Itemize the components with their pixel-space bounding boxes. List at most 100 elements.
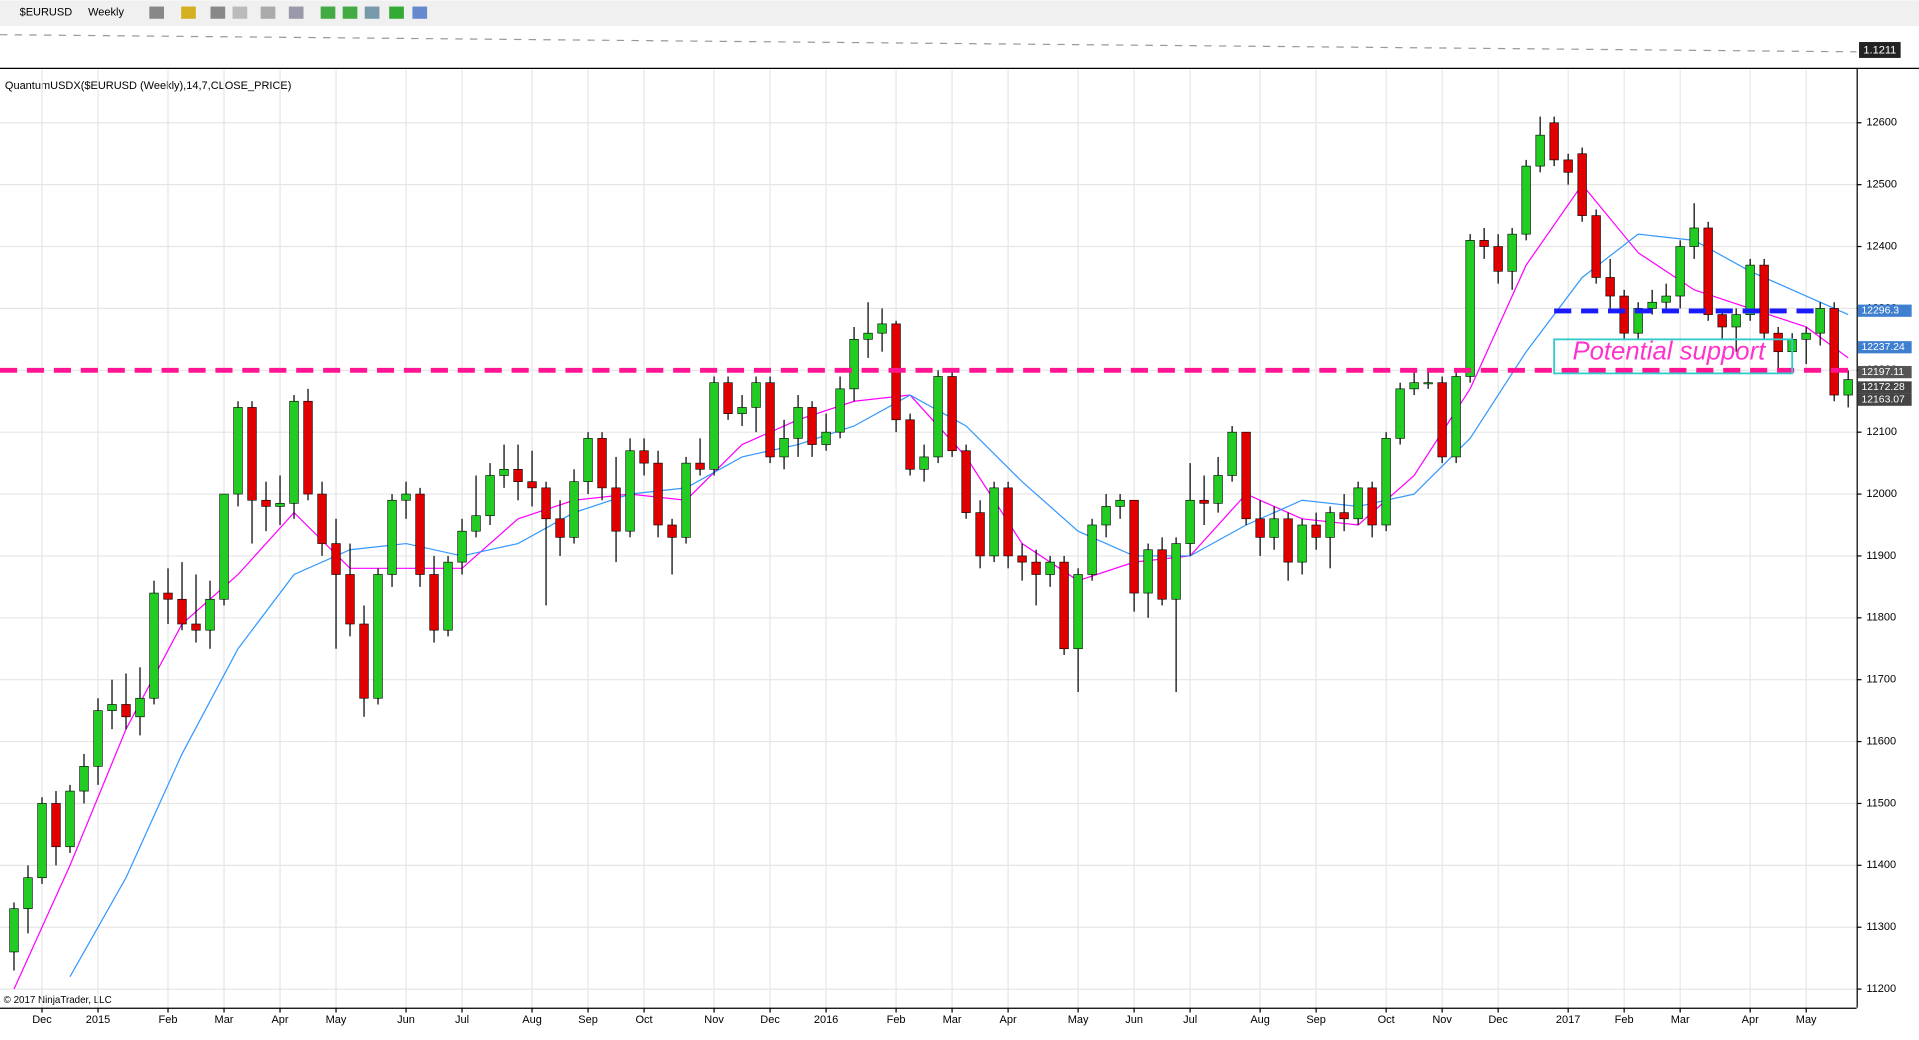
candle-body bbox=[583, 438, 593, 482]
candle-body bbox=[1157, 549, 1167, 600]
candle-body bbox=[1395, 388, 1405, 439]
indicator-label: QuantumUSDX($EURUSD (Weekly),14,7,CLOSE_… bbox=[5, 80, 292, 92]
candle-body bbox=[1437, 382, 1447, 458]
candle-body bbox=[37, 803, 47, 879]
candle-body bbox=[303, 400, 313, 495]
interval[interactable]: Weekly bbox=[88, 7, 124, 19]
x-tick-label: 2015 bbox=[86, 1014, 110, 1026]
candle-body bbox=[723, 382, 733, 414]
x-tick-label: May bbox=[326, 1014, 347, 1026]
grid bbox=[0, 70, 1857, 1008]
candle-body bbox=[877, 323, 887, 334]
x-tick-label: Jul bbox=[455, 1014, 469, 1026]
candle-body bbox=[793, 407, 803, 439]
price-label-box bbox=[1857, 341, 1912, 354]
candle-body bbox=[373, 574, 383, 699]
y-tick-label: 12000 bbox=[1866, 488, 1897, 500]
icon[interactable] bbox=[181, 6, 196, 19]
candle-body bbox=[1815, 308, 1825, 334]
icon[interactable] bbox=[342, 6, 358, 19]
mini-chart bbox=[0, 34, 1857, 53]
candle-body bbox=[625, 450, 635, 532]
candle-body bbox=[1353, 487, 1363, 520]
icon[interactable] bbox=[288, 6, 304, 19]
y-tick-label: 11300 bbox=[1866, 921, 1896, 933]
candle-body bbox=[1381, 438, 1391, 526]
icon[interactable] bbox=[412, 6, 428, 19]
candle-body bbox=[219, 493, 229, 600]
candle-body bbox=[1045, 561, 1055, 575]
candle-body bbox=[1451, 376, 1461, 458]
x-tick-label: Nov bbox=[1432, 1014, 1452, 1026]
moving-average bbox=[69, 233, 1849, 978]
x-tick-label: 2017 bbox=[1556, 1014, 1580, 1026]
icon[interactable] bbox=[320, 6, 336, 19]
candle-body bbox=[765, 382, 775, 458]
candle-body bbox=[569, 481, 579, 538]
candle-body bbox=[681, 462, 691, 538]
candle-body bbox=[1143, 549, 1153, 594]
icon[interactable] bbox=[210, 6, 226, 19]
candle-body bbox=[177, 598, 187, 625]
candle-body bbox=[205, 598, 215, 631]
x-tick-label: Feb bbox=[1615, 1014, 1634, 1026]
candle-body bbox=[751, 382, 761, 408]
candle-body bbox=[737, 407, 747, 414]
candle-body bbox=[1017, 555, 1027, 563]
icon[interactable] bbox=[389, 6, 404, 19]
candle-body bbox=[961, 450, 971, 513]
candle-body bbox=[933, 376, 943, 458]
candle-body bbox=[1101, 506, 1111, 526]
candle-body bbox=[863, 332, 873, 340]
candle-body bbox=[1829, 308, 1839, 396]
candle-body bbox=[835, 388, 845, 433]
symbol[interactable]: $EURUSD bbox=[20, 7, 73, 19]
candle-body bbox=[1507, 233, 1517, 272]
candle-body bbox=[1073, 574, 1083, 650]
candle-body bbox=[849, 339, 859, 390]
icon[interactable] bbox=[260, 6, 276, 19]
candle-body bbox=[1801, 332, 1811, 340]
mini-price: 1.1211 bbox=[1863, 45, 1896, 57]
x-tick-label: May bbox=[1796, 1014, 1817, 1026]
candle-body bbox=[1591, 215, 1601, 278]
candle-body bbox=[499, 468, 509, 476]
candle-body bbox=[1535, 134, 1545, 167]
candle-body bbox=[1703, 227, 1713, 315]
candle-body bbox=[639, 450, 649, 464]
x-tick-label: Apr bbox=[1000, 1014, 1017, 1026]
candle-body bbox=[1773, 332, 1783, 353]
price-label-box bbox=[1857, 381, 1912, 394]
toolbar-icons[interactable] bbox=[149, 6, 428, 19]
price-label-box bbox=[1857, 304, 1912, 317]
candle-body bbox=[93, 710, 103, 767]
candle-body bbox=[429, 574, 439, 631]
candle-body bbox=[485, 475, 495, 517]
candle-body bbox=[975, 512, 985, 557]
price-label-box bbox=[1857, 365, 1912, 379]
candle-body bbox=[247, 407, 257, 501]
x-tick-label: Sep bbox=[1306, 1014, 1326, 1026]
candle-body bbox=[527, 481, 537, 489]
candle-body bbox=[597, 438, 607, 489]
candle-body bbox=[695, 462, 705, 470]
candle-body bbox=[233, 407, 243, 495]
icon[interactable] bbox=[149, 6, 164, 19]
candle-body bbox=[149, 592, 159, 699]
candle-body bbox=[821, 431, 831, 445]
candle-body bbox=[1031, 561, 1041, 575]
candle-body bbox=[1199, 499, 1209, 504]
icon[interactable] bbox=[232, 6, 248, 19]
x-tick-label: Aug bbox=[522, 1014, 542, 1026]
x-tick-label: Jun bbox=[1125, 1014, 1143, 1026]
icon[interactable] bbox=[364, 6, 380, 19]
candle-body bbox=[317, 493, 327, 544]
y-tick-label: 11600 bbox=[1866, 735, 1896, 747]
candle-body bbox=[1605, 277, 1615, 297]
candle-body bbox=[261, 499, 271, 507]
candle-body bbox=[471, 515, 481, 532]
y-tick-label: 12600 bbox=[1866, 117, 1897, 129]
x-tick-label: Dec bbox=[760, 1014, 780, 1026]
candle-body bbox=[1689, 227, 1699, 247]
